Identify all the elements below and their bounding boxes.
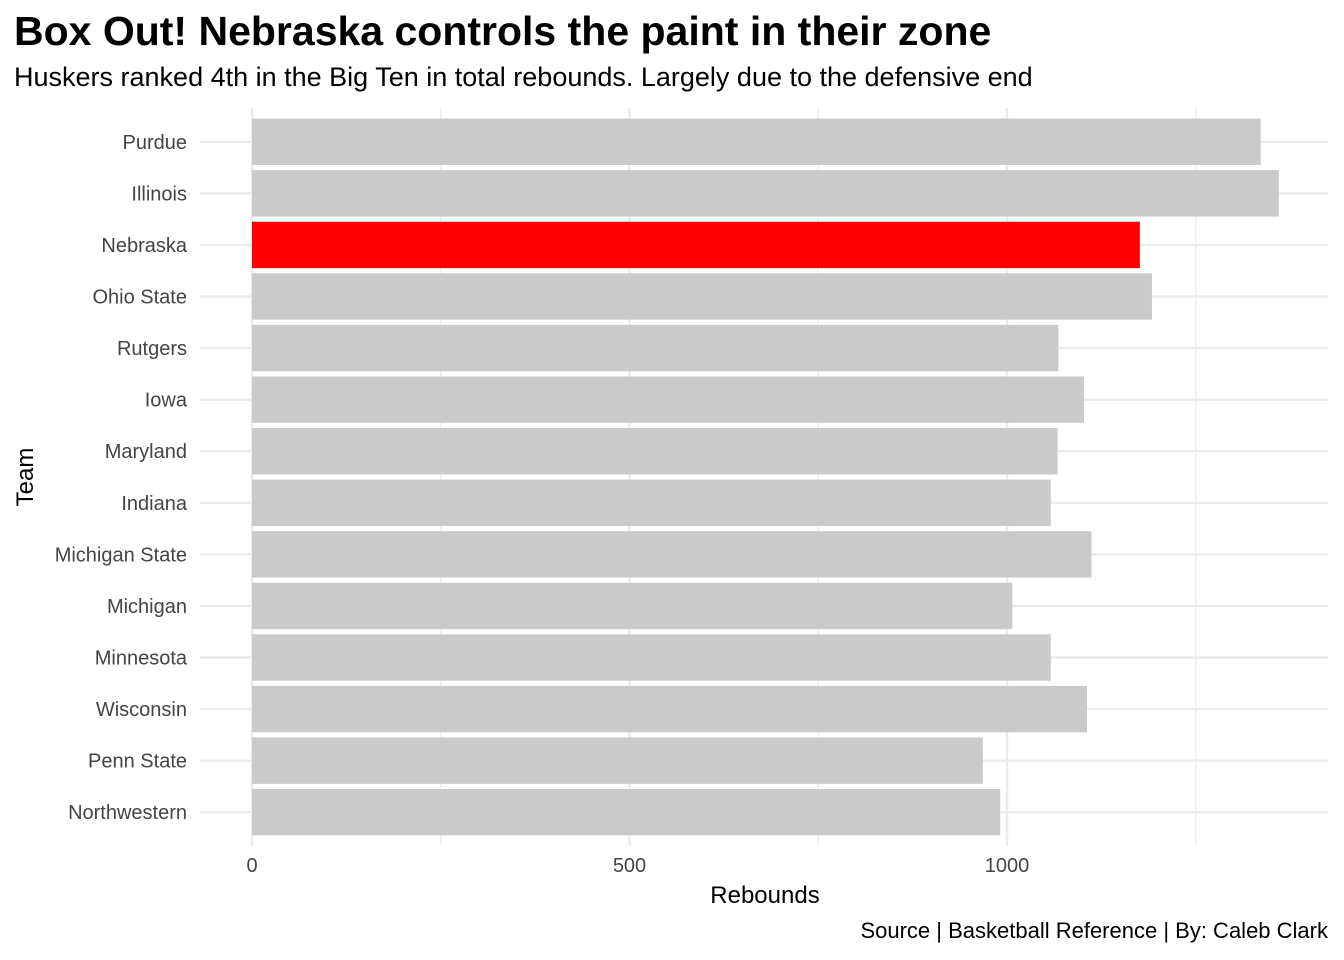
bar-indiana: [252, 479, 1051, 526]
y-tick-label: Wisconsin: [96, 699, 187, 721]
bar-maryland: [252, 428, 1058, 475]
chart-caption: Source | Basketball Reference | By: Cale…: [860, 918, 1328, 943]
bar-michigan: [252, 582, 1013, 630]
chart-subtitle: Huskers ranked 4th in the Big Ten in tot…: [14, 62, 1033, 92]
chart-title: Box Out! Nebraska controls the paint in …: [14, 8, 992, 54]
bar-wisconsin: [252, 685, 1088, 733]
y-tick-label: Indiana: [121, 493, 187, 515]
bar-michigan-state: [252, 531, 1092, 578]
x-tick-label: 1000: [985, 855, 1030, 877]
y-tick-label: Penn State: [88, 751, 187, 773]
y-tick-label: Maryland: [105, 441, 187, 463]
grid-layer: [200, 108, 1328, 846]
y-tick-label: Minnesota: [95, 648, 188, 670]
x-axis-title: Rebounds: [710, 882, 819, 909]
bar-iowa: [252, 376, 1085, 423]
y-tick-label: Rutgers: [117, 338, 187, 360]
y-tick-label: Iowa: [145, 390, 188, 412]
label-layer: 0 500 1000 Purdue Illinois Nebraska Ohio State…: [55, 132, 1030, 877]
y-tick-label: Michigan State: [55, 544, 187, 566]
bar-layer: [252, 118, 1279, 836]
bar-northwestern: [252, 789, 1001, 836]
bar-ohio-state: [252, 273, 1152, 320]
y-axis-title: Team: [12, 448, 39, 507]
y-tick-label: Michigan: [107, 596, 187, 618]
bar-rutgers: [252, 324, 1059, 372]
bar-penn-state: [252, 737, 983, 784]
bar-illinois: [252, 170, 1279, 217]
bar-purdue: [252, 118, 1261, 165]
y-tick-label: Purdue: [123, 132, 188, 154]
y-tick-label: Northwestern: [68, 802, 187, 824]
x-tick-label: 0: [246, 855, 257, 877]
y-tick-label: Nebraska: [101, 235, 187, 257]
bar-nebraska: [252, 221, 1140, 269]
x-tick-label: 500: [613, 855, 646, 877]
y-tick-label: Illinois: [131, 183, 187, 205]
y-tick-label: Ohio State: [92, 287, 187, 309]
bar-minnesota: [252, 634, 1051, 681]
